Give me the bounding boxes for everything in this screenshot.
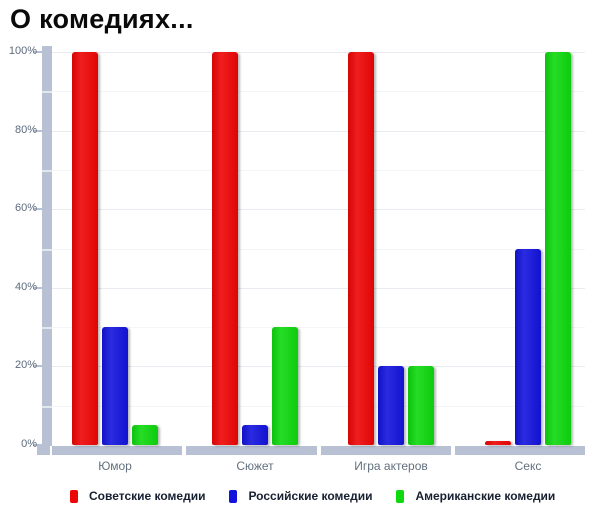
- y-axis-label: 40%: [14, 280, 37, 293]
- grid-line: [52, 130, 585, 132]
- bar-series0-cat2: [348, 52, 374, 445]
- y-axis-label: 80%: [14, 123, 37, 136]
- page-title: О комедиях...: [10, 4, 194, 34]
- legend: Советские комедии Российские комедии Амери…: [70, 487, 555, 505]
- grid-line: [52, 405, 585, 407]
- bar-series2-cat1: [272, 327, 298, 445]
- y-axis-tick: [33, 208, 42, 211]
- x-axis-segment: [186, 446, 317, 455]
- y-axis-minor-tick: [42, 327, 52, 330]
- x-axis-segment: [454, 446, 585, 455]
- category-label: Юмор: [98, 459, 132, 473]
- y-axis-tick: [33, 365, 42, 368]
- bar-series1-cat0: [102, 327, 128, 445]
- bar-series0-cat3: [485, 441, 511, 445]
- bar-series2-cat0: [132, 425, 158, 445]
- y-axis-label: 20%: [14, 359, 37, 372]
- y-axis-label: 100%: [8, 45, 37, 57]
- axis-corner: [37, 446, 50, 455]
- y-axis-minor-tick: [42, 169, 52, 172]
- grid-line: [52, 52, 585, 53]
- x-axis-segment: [320, 446, 451, 455]
- category-label: Секс: [514, 459, 542, 473]
- y-axis-tick: [33, 444, 42, 446]
- legend-item: Российские комедии: [229, 489, 372, 503]
- legend-item: Американские комедии: [396, 489, 555, 503]
- y-axis-label: 0%: [21, 438, 37, 450]
- category-label: Игра актеров: [354, 459, 428, 473]
- x-axis-segment: [52, 446, 183, 455]
- grid-line: [52, 327, 585, 329]
- legend-label: Американские комедии: [415, 489, 556, 503]
- grid-line: [52, 91, 585, 93]
- y-axis-minor-tick: [42, 405, 52, 408]
- legend-swatch: [229, 489, 238, 503]
- y-axis-tick: [33, 51, 42, 53]
- y-axis-label: 60%: [14, 202, 37, 215]
- y-axis-minor-tick: [42, 248, 52, 251]
- bar-series0-cat0: [72, 52, 98, 445]
- legend-label: Советские комедии: [89, 489, 206, 503]
- grid-line: [52, 209, 585, 211]
- y-axis: [42, 46, 52, 446]
- grid-line: [52, 169, 585, 171]
- legend-label: Российские комедии: [248, 489, 373, 503]
- y-axis-tick: [33, 286, 42, 289]
- grid-line: [52, 366, 585, 368]
- legend-item: Советские комедии: [70, 489, 205, 503]
- bar-series1-cat3: [515, 248, 541, 445]
- legend-swatch: [70, 489, 78, 503]
- y-axis-minor-tick: [42, 91, 52, 94]
- legend-swatch: [396, 489, 405, 503]
- bar-series1-cat1: [242, 425, 268, 445]
- bar-series2-cat3: [545, 52, 571, 445]
- bar-series1-cat2: [378, 366, 404, 445]
- y-axis-tick: [33, 129, 42, 132]
- category-label: Сюжет: [236, 459, 274, 473]
- bar-series2-cat2: [408, 366, 434, 445]
- grid-line: [52, 287, 585, 289]
- grid-line: [52, 248, 585, 250]
- bar-series0-cat1: [212, 52, 238, 445]
